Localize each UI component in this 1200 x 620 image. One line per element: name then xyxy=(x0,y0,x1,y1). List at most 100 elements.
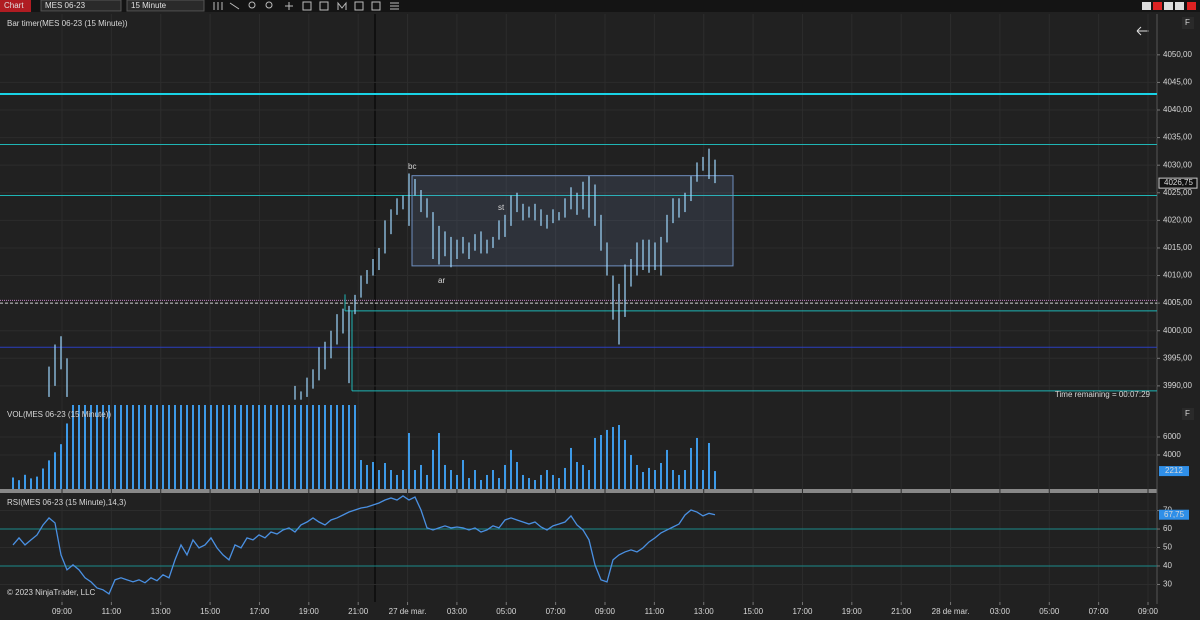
instrument-label: MES 06-23 xyxy=(45,1,86,10)
time-tick-label: 09:00 xyxy=(52,607,73,616)
volume-bar xyxy=(600,434,602,489)
volume-bar xyxy=(228,405,230,489)
time-tick-label: 03:00 xyxy=(447,607,468,616)
volume-bar xyxy=(312,405,314,489)
time-tick-label: 21:00 xyxy=(348,607,369,616)
volume-bar xyxy=(60,444,62,489)
volume-bar xyxy=(234,405,236,489)
interval-select[interactable] xyxy=(126,0,205,12)
y-tick-label: 4030,00 xyxy=(1163,160,1192,169)
volume-bar xyxy=(456,474,458,489)
volume-bar xyxy=(156,405,158,489)
panel-1 xyxy=(0,405,1157,489)
volume-bar xyxy=(558,478,560,489)
volume-bar xyxy=(612,426,614,489)
volume-bar xyxy=(672,470,674,489)
volume-bar xyxy=(540,474,542,489)
panel-title: Bar timer(MES 06-23 (15 Minute)) xyxy=(7,19,128,28)
volume-bar xyxy=(546,470,548,489)
volume-bar xyxy=(246,405,248,489)
instrument-select[interactable] xyxy=(40,0,122,12)
panel-separator xyxy=(0,489,1157,493)
volume-bar xyxy=(402,470,404,489)
volume-bar xyxy=(564,467,566,489)
time-tick-label: 07:00 xyxy=(546,607,567,616)
volume-bar xyxy=(390,470,392,489)
y-tick-label: 4000,00 xyxy=(1163,326,1192,335)
y-tick-label: 4035,00 xyxy=(1163,133,1192,142)
y-tick-label: 4050,00 xyxy=(1163,50,1192,59)
volume-bar xyxy=(216,405,218,489)
window-minimize[interactable] xyxy=(1142,2,1151,10)
volume-bar xyxy=(702,470,704,489)
time-tick-label: 11:00 xyxy=(645,607,665,616)
time-tick-label: 11:00 xyxy=(102,607,122,616)
time-tick-label: 09:00 xyxy=(1138,607,1159,616)
volume-bar xyxy=(534,480,536,489)
last-volume-label: 2212 xyxy=(1165,466,1183,475)
volume-bar xyxy=(372,462,374,489)
volume-bar xyxy=(450,470,452,489)
volume-bar xyxy=(468,478,470,489)
volume-bar xyxy=(360,460,362,489)
panel-title: VOL(MES 06-23 (15 Minute)) xyxy=(7,410,111,419)
volume-bar xyxy=(498,478,500,489)
volume-bar xyxy=(12,477,14,489)
last-rsi-box xyxy=(1159,509,1189,520)
volume-bar xyxy=(342,405,344,489)
volume-bar xyxy=(210,405,212,489)
volume-bar xyxy=(114,405,116,489)
volume-bar xyxy=(378,470,380,489)
time-tick-label: 21:00 xyxy=(891,607,912,616)
volume-bar xyxy=(120,405,122,489)
volume-bar xyxy=(324,405,326,489)
volume-bar xyxy=(528,478,530,489)
volume-bar xyxy=(504,464,506,489)
time-tick-label: 09:00 xyxy=(595,607,616,616)
wyckoff-label: st xyxy=(498,203,505,212)
volume-bar xyxy=(288,405,290,489)
volume-bar xyxy=(318,405,320,489)
volume-bar xyxy=(168,405,170,489)
volume-bar xyxy=(714,471,716,489)
volume-bar xyxy=(132,405,134,489)
panel-menu xyxy=(1182,408,1194,420)
time-tick-label: 13:00 xyxy=(151,607,172,616)
timer-label: Time remaining = 00:07:29 xyxy=(1055,390,1151,399)
volume-bar xyxy=(48,460,50,489)
wyckoff-label: ar xyxy=(438,276,445,285)
time-tick-label: 28 de mar. xyxy=(932,607,970,616)
y-tick-label: 6000 xyxy=(1163,432,1181,441)
time-tick-label: 15:00 xyxy=(743,607,764,616)
chart-tab[interactable] xyxy=(0,0,31,12)
volume-bar xyxy=(426,474,428,489)
panel-menu-label: F xyxy=(1185,18,1190,27)
volume-bar xyxy=(276,405,278,489)
volume-bar xyxy=(684,470,686,489)
toolbar-icons[interactable] xyxy=(213,1,399,11)
volume-bar xyxy=(432,449,434,489)
time-tick-label: 19:00 xyxy=(842,607,863,616)
volume-bar xyxy=(330,405,332,489)
volume-bar xyxy=(408,433,410,489)
volume-bar xyxy=(90,405,92,489)
window-restore[interactable] xyxy=(1164,2,1173,10)
y-tick-label: 4015,00 xyxy=(1163,243,1192,252)
window-close[interactable] xyxy=(1187,2,1196,10)
volume-bar xyxy=(222,405,224,489)
y-tick-label: 50 xyxy=(1163,543,1172,552)
volume-bar xyxy=(576,462,578,489)
volume-bar xyxy=(636,464,638,489)
back-arrow[interactable] xyxy=(1136,26,1149,36)
last-volume-box xyxy=(1159,466,1189,477)
window-maximize[interactable] xyxy=(1175,2,1184,10)
volume-bar xyxy=(240,405,242,489)
volume-bar xyxy=(78,405,80,489)
volume-bar xyxy=(582,464,584,489)
time-tick-label: 03:00 xyxy=(990,607,1011,616)
window-help[interactable] xyxy=(1153,2,1162,10)
copyright: © 2023 NinjaTrader, LLC xyxy=(7,588,96,597)
volume-bar xyxy=(282,405,284,489)
volume-bar xyxy=(300,405,302,489)
volume-bar xyxy=(654,470,656,489)
